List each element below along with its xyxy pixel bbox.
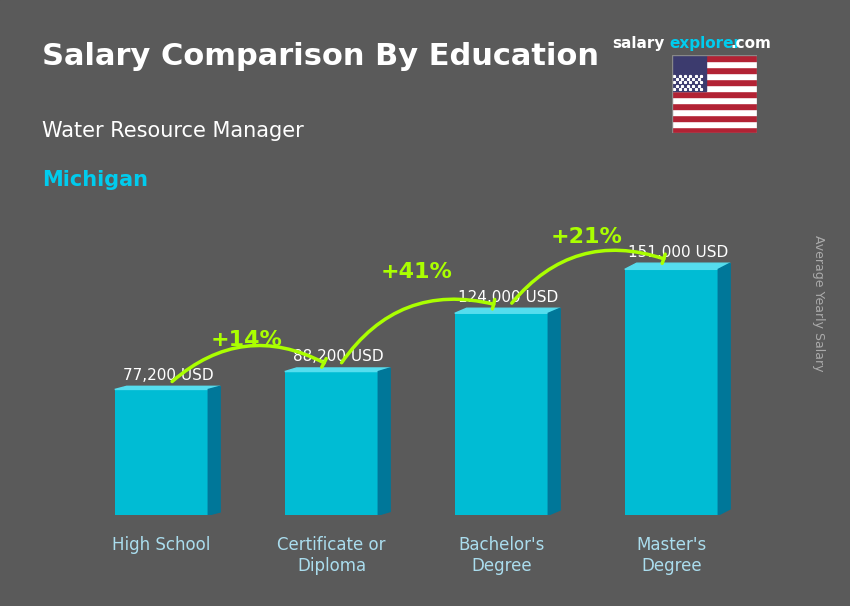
Text: 77,200 USD: 77,200 USD (123, 368, 213, 382)
Text: 88,200 USD: 88,200 USD (293, 349, 383, 364)
Bar (672, 103, 756, 109)
Bar (672, 61, 756, 67)
Text: salary: salary (612, 36, 665, 52)
Text: +14%: +14% (211, 330, 282, 350)
Polygon shape (455, 308, 560, 313)
Bar (672, 97, 756, 103)
Polygon shape (548, 308, 560, 515)
Bar (115, 390, 208, 515)
Polygon shape (208, 386, 220, 515)
Text: .com: .com (731, 36, 772, 52)
Bar (455, 313, 548, 515)
Bar (42, 219, 740, 310)
Text: Water Resource Manager: Water Resource Manager (42, 121, 304, 141)
Bar (285, 371, 378, 515)
Bar (625, 269, 718, 515)
Polygon shape (625, 263, 730, 269)
Text: 151,000 USD: 151,000 USD (628, 244, 728, 259)
Text: +21%: +21% (551, 227, 622, 247)
Bar (672, 55, 705, 91)
Bar (672, 55, 756, 61)
Text: explorer: explorer (670, 36, 742, 52)
Bar (672, 67, 756, 73)
Bar (672, 109, 756, 115)
Polygon shape (718, 263, 730, 515)
Bar (672, 79, 756, 85)
Text: Salary Comparison By Education: Salary Comparison By Education (42, 42, 599, 72)
Bar (672, 73, 756, 79)
Polygon shape (285, 368, 390, 371)
Text: +41%: +41% (381, 262, 452, 282)
Bar (672, 115, 756, 121)
Bar (672, 127, 756, 133)
Text: 124,000 USD: 124,000 USD (458, 290, 558, 305)
Polygon shape (115, 386, 220, 390)
Bar (672, 121, 756, 127)
Bar (672, 85, 756, 91)
Text: Michigan: Michigan (42, 170, 149, 190)
Bar (672, 91, 756, 97)
Text: Average Yearly Salary: Average Yearly Salary (812, 235, 824, 371)
Polygon shape (378, 368, 390, 515)
